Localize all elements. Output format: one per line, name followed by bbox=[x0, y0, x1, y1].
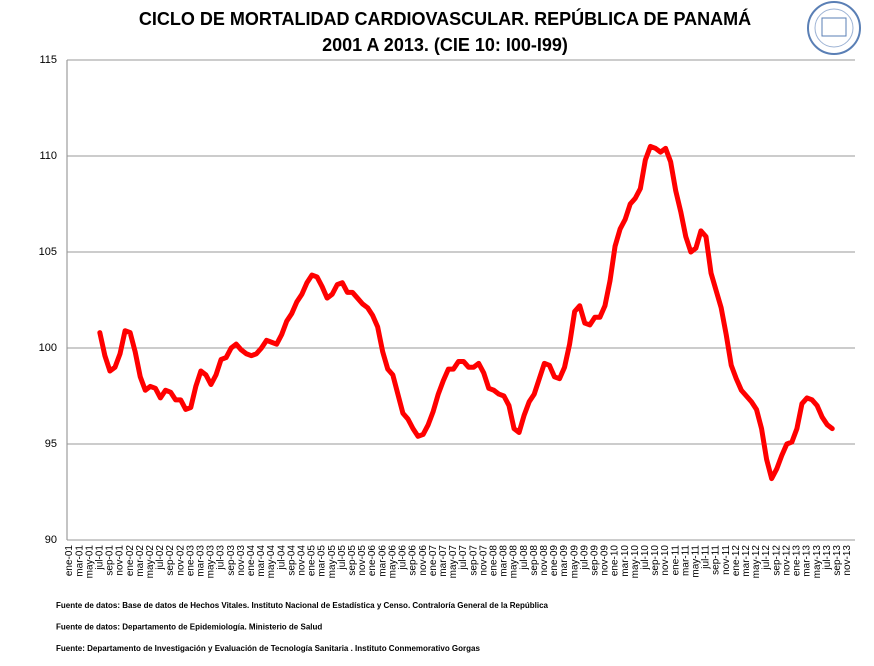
x-tick-label: may-10 bbox=[630, 545, 641, 579]
x-tick-label: jul-07 bbox=[458, 545, 469, 571]
x-tick-label: ene-01 bbox=[64, 545, 75, 577]
x-tick-label: ene-12 bbox=[731, 545, 742, 577]
chart-subtitle: 2001 A 2013. (CIE 10: I00-I99) bbox=[322, 35, 568, 55]
x-tick-label: sep-02 bbox=[165, 545, 176, 576]
x-tick-label: ene-08 bbox=[488, 545, 499, 577]
x-tick-label: nov-13 bbox=[842, 545, 853, 576]
x-tick-label: nov-09 bbox=[600, 545, 611, 576]
x-tick-label: jul-04 bbox=[276, 545, 287, 571]
y-tick-label: 115 bbox=[39, 54, 57, 66]
x-tick-label: nov-03 bbox=[236, 545, 247, 576]
x-tick-label: mar-05 bbox=[317, 545, 328, 577]
x-tick-label: mar-13 bbox=[802, 545, 813, 577]
x-tick-label: jul-02 bbox=[155, 545, 166, 571]
x-tick-label: sep-03 bbox=[226, 545, 237, 576]
x-tick-label: jul-12 bbox=[761, 545, 772, 571]
x-tick-label: mar-11 bbox=[680, 545, 691, 576]
x-tick-label: sep-11 bbox=[711, 545, 722, 575]
y-tick-label: 110 bbox=[39, 150, 57, 162]
x-tick-label: mar-06 bbox=[377, 545, 388, 577]
footnote: Fuente: Departamento de Investigación y … bbox=[56, 644, 480, 653]
x-tick-label: ene-05 bbox=[307, 545, 318, 577]
x-tick-label: sep-07 bbox=[468, 545, 479, 576]
x-tick-label: nov-05 bbox=[357, 545, 368, 576]
x-tick-label: jul-03 bbox=[216, 545, 227, 571]
x-tick-label: may-01 bbox=[84, 545, 95, 579]
x-tick-label: nov-07 bbox=[478, 545, 489, 576]
x-tick-label: mar-04 bbox=[256, 545, 267, 577]
x-tick-label: jul-09 bbox=[579, 545, 590, 571]
footnote: Fuente de datos: Departamento de Epidemi… bbox=[56, 623, 322, 632]
x-tick-label: sep-04 bbox=[286, 545, 297, 576]
x-tick-label: ene-10 bbox=[610, 545, 621, 577]
x-tick-label: mar-01 bbox=[74, 545, 85, 577]
x-tick-label: sep-13 bbox=[832, 545, 843, 576]
x-tick-label: jul-10 bbox=[640, 545, 651, 571]
footnote: Fuente de datos: Base de datos de Hechos… bbox=[56, 601, 549, 610]
x-tick-label: may-13 bbox=[812, 545, 823, 579]
x-tick-label: ene-04 bbox=[246, 545, 257, 577]
x-tick-label: may-02 bbox=[145, 545, 156, 579]
x-tick-label: ene-13 bbox=[792, 545, 803, 577]
y-tick-label: 100 bbox=[39, 342, 57, 354]
x-tick-label: nov-12 bbox=[781, 545, 792, 576]
logo bbox=[807, 1, 861, 55]
x-tick-label: mar-03 bbox=[195, 545, 206, 577]
x-tick-label: jul-01 bbox=[94, 545, 105, 571]
x-tick-label: mar-12 bbox=[741, 545, 752, 577]
x-tick-label: sep-12 bbox=[771, 545, 782, 576]
x-tick-label: may-05 bbox=[327, 545, 338, 579]
x-tick-label: may-07 bbox=[448, 545, 459, 579]
x-tick-label: mar-08 bbox=[499, 545, 510, 577]
y-tick-label: 90 bbox=[45, 534, 57, 546]
x-tick-label: nov-02 bbox=[175, 545, 186, 576]
x-tick-label: ene-03 bbox=[185, 545, 196, 577]
x-tick-label: may-04 bbox=[266, 545, 277, 579]
x-tick-label: nov-01 bbox=[115, 545, 126, 576]
x-tick-label: may-12 bbox=[751, 545, 762, 579]
x-tick-label: may-11 bbox=[691, 545, 702, 578]
x-tick-label: jul-05 bbox=[337, 545, 348, 571]
x-tick-label: jul-06 bbox=[398, 545, 409, 571]
x-tick-label: may-09 bbox=[569, 545, 580, 579]
x-tick-label: may-06 bbox=[387, 545, 398, 579]
x-tick-label: sep-06 bbox=[408, 545, 419, 576]
x-tick-label: may-08 bbox=[509, 545, 520, 579]
x-tick-label: mar-02 bbox=[135, 545, 146, 577]
chart-title: CICLO DE MORTALIDAD CARDIOVASCULAR. REPÚ… bbox=[139, 8, 751, 29]
x-tick-label: may-03 bbox=[206, 545, 217, 579]
x-tick-label: sep-09 bbox=[589, 545, 600, 576]
x-tick-label: ene-07 bbox=[428, 545, 439, 577]
x-tick-label: ene-02 bbox=[125, 545, 136, 577]
x-tick-label: ene-06 bbox=[367, 545, 378, 577]
x-tick-label: mar-07 bbox=[438, 545, 449, 577]
x-tick-label: sep-05 bbox=[347, 545, 358, 576]
y-tick-label: 105 bbox=[39, 246, 57, 258]
x-tick-label: nov-10 bbox=[660, 545, 671, 576]
x-tick-label: jul-13 bbox=[822, 545, 833, 571]
x-tick-label: mar-09 bbox=[559, 545, 570, 577]
x-tick-label: nov-11 bbox=[721, 545, 732, 575]
x-tick-label: nov-06 bbox=[418, 545, 429, 576]
x-tick-label: nov-04 bbox=[297, 545, 308, 576]
x-tick-label: sep-10 bbox=[650, 545, 661, 576]
x-tick-label: nov-08 bbox=[539, 545, 550, 576]
x-tick-label: sep-01 bbox=[105, 545, 116, 576]
x-tick-label: ene-09 bbox=[549, 545, 560, 577]
x-tick-label: ene-11 bbox=[670, 545, 681, 576]
x-tick-label: mar-10 bbox=[620, 545, 631, 577]
x-tick-label: jul-11 bbox=[701, 545, 712, 570]
x-tick-label: sep-08 bbox=[529, 545, 540, 576]
x-tick-label: jul-08 bbox=[519, 545, 530, 571]
y-tick-label: 95 bbox=[45, 438, 57, 450]
data-line bbox=[97, 143, 835, 482]
